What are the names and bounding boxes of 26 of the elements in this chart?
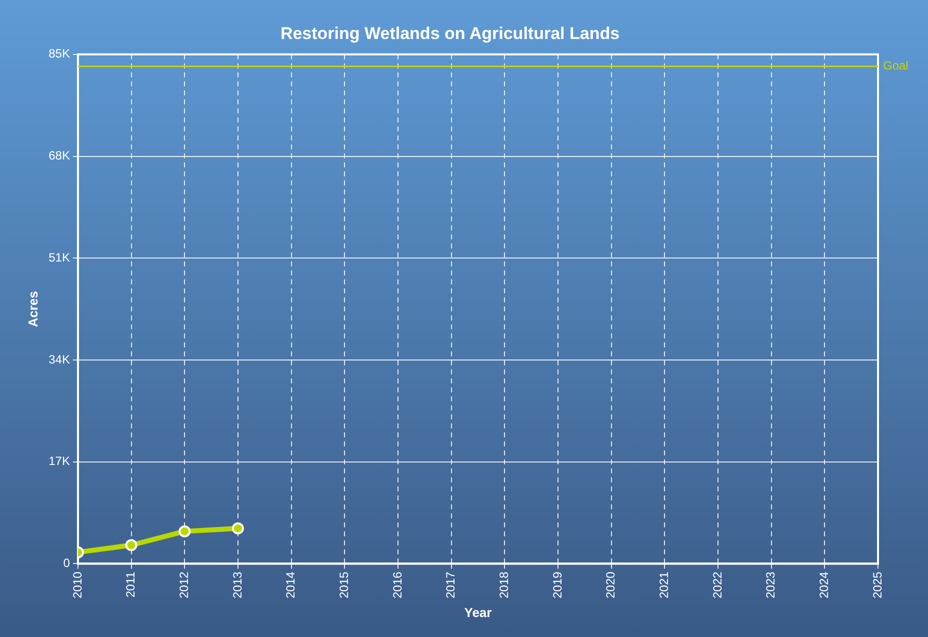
x-tick-label: 2015 xyxy=(336,571,351,598)
y-tick-label: 34K xyxy=(48,352,70,366)
x-tick-label: 2017 xyxy=(444,571,458,598)
y-tick-label: 68K xyxy=(48,148,70,163)
x-tick-label: 2025 xyxy=(870,571,884,598)
y-tick-label: 17K xyxy=(48,454,70,468)
y-axis-title: Acres xyxy=(25,290,40,328)
y-tick-label: 51K xyxy=(48,250,70,264)
x-tick-label: 2020 xyxy=(604,571,618,598)
x-tick-label: 2021 xyxy=(656,571,671,598)
x-tick-label: 2014 xyxy=(284,571,298,598)
x-tick-label: 2016 xyxy=(390,571,404,598)
x-tick-label: 2024 xyxy=(816,571,831,598)
x-axis-title: Year xyxy=(464,604,492,620)
x-tick-label: 2011 xyxy=(124,571,138,598)
x-tick-label: 2013 xyxy=(230,571,244,598)
x-tick-label: 2023 xyxy=(764,571,778,598)
chart-title: Restoring Wetlands on Agricultural Lands xyxy=(280,24,620,43)
x-tick-label: 2010 xyxy=(70,571,84,598)
x-tick-label: 2019 xyxy=(550,571,564,598)
y-tick-label: 0 xyxy=(63,556,70,570)
x-tick-label: 2018 xyxy=(496,571,511,598)
y-tick-label: 85K xyxy=(48,46,70,61)
ref-line-label: Goal xyxy=(883,58,908,73)
x-tick-label: 2022 xyxy=(710,571,724,598)
x-tick-label: 2012 xyxy=(176,571,191,598)
